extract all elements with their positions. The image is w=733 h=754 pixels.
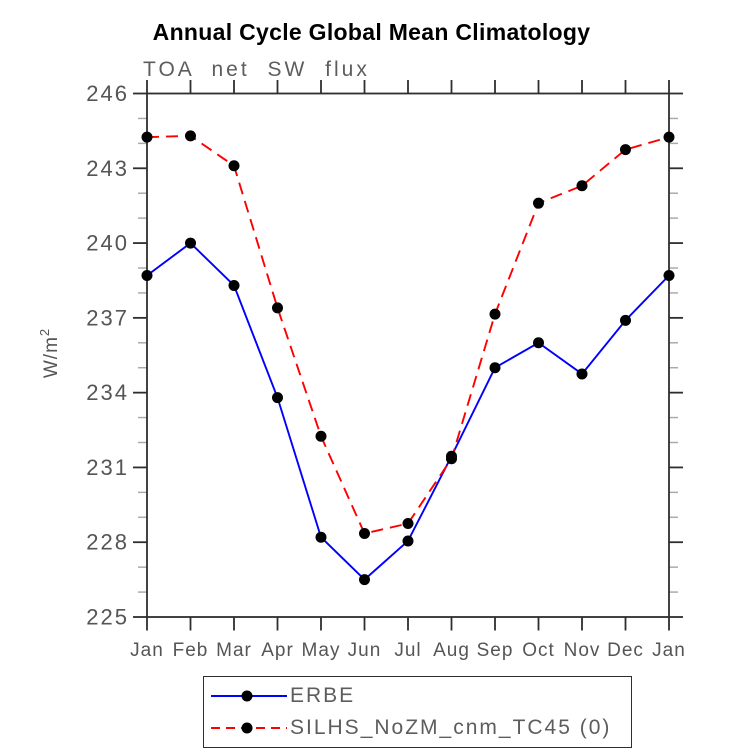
legend-sample-erbe	[211, 690, 287, 702]
data-point-marker	[620, 144, 631, 156]
data-point-marker	[228, 160, 240, 172]
data-point-marker	[489, 362, 501, 374]
data-point-marker	[446, 453, 457, 465]
series-line-solid	[146, 241, 670, 581]
data-point-marker	[663, 131, 675, 143]
data-point-marker	[663, 269, 675, 281]
x-tick-label: Feb	[173, 640, 209, 661]
data-point-marker	[228, 279, 240, 291]
x-axis-month-labels: Jan Feb Mar Apr May Jun Jul Aug Sep Oct Nov Dec Jan	[130, 640, 686, 661]
legend-marker-dot-icon	[241, 690, 253, 702]
x-tick-label: Jul	[394, 640, 421, 661]
data-point-marker	[489, 308, 501, 320]
data-point-marker	[620, 314, 631, 326]
plot-frame	[146, 92, 670, 618]
chart-subtitle: TOA net SW flux	[143, 58, 370, 81]
x-tick-label: Jun	[348, 640, 382, 661]
y-tick-label: 246	[86, 81, 129, 106]
data-series	[141, 130, 675, 586]
data-point-marker	[576, 180, 588, 192]
x-tick-label: Sep	[477, 640, 514, 661]
x-tick-label: Oct	[522, 640, 555, 661]
y-axis-tick-labels: 225 228 231 234 237 240 243 246	[86, 81, 129, 630]
data-point-marker	[402, 535, 414, 547]
data-point-marker	[533, 197, 544, 209]
x-tick-label: Nov	[564, 640, 601, 661]
data-point-marker	[359, 574, 370, 586]
x-tick-label: May	[302, 640, 341, 661]
legend-item-erbe: ERBE	[208, 680, 631, 712]
y-tick-label: 228	[86, 530, 129, 555]
x-tick-label: Jan	[130, 640, 164, 661]
y-tick-label: 231	[86, 455, 129, 480]
legend-item-silhs: SILHS_NoZM_cnm_TC45 (0)	[208, 712, 631, 744]
legend-label-silhs: SILHS_NoZM_cnm_TC45 (0)	[290, 716, 612, 739]
y-tick-label: 234	[86, 380, 129, 405]
data-point-marker	[185, 237, 196, 249]
x-tick-label: Apr	[261, 640, 294, 661]
plot-area: 225 228 231 234 237 240 243 246 Jan Feb Mar Apr May…	[37, 80, 686, 661]
data-point-marker	[533, 337, 544, 349]
y-tick-label: 225	[86, 605, 129, 630]
data-point-marker	[359, 527, 370, 539]
x-tick-label: Mar	[216, 640, 252, 661]
y-tick-label: 243	[86, 156, 129, 181]
legend-sample-silhs	[211, 722, 287, 734]
x-axis-ticks	[146, 80, 670, 631]
y-tick-label: 240	[86, 231, 129, 256]
chart-title: Annual Cycle Global Mean Climatology	[152, 19, 591, 45]
x-tick-label: Dec	[607, 640, 644, 661]
x-tick-label: Jan	[652, 640, 686, 661]
data-point-marker	[141, 269, 153, 281]
legend-label-erbe: ERBE	[290, 684, 356, 707]
legend-box: ERBE SILHS_NoZM_cnm_TC45 (0)	[203, 676, 632, 748]
data-point-marker	[185, 130, 196, 142]
data-point-marker	[315, 430, 327, 442]
y-axis-title: W/m2	[37, 328, 62, 378]
y-axis-ticks	[133, 92, 683, 618]
data-point-marker	[272, 302, 283, 314]
legend-marker-dot-icon	[241, 722, 253, 734]
x-tick-label: Aug	[433, 640, 470, 661]
data-point-marker	[272, 392, 283, 404]
data-point-marker	[141, 131, 153, 143]
y-tick-label: 237	[86, 305, 129, 330]
series-line-dashed	[146, 134, 670, 535]
data-point-marker	[576, 368, 588, 380]
data-point-marker	[315, 531, 327, 543]
data-point-marker	[402, 518, 414, 530]
